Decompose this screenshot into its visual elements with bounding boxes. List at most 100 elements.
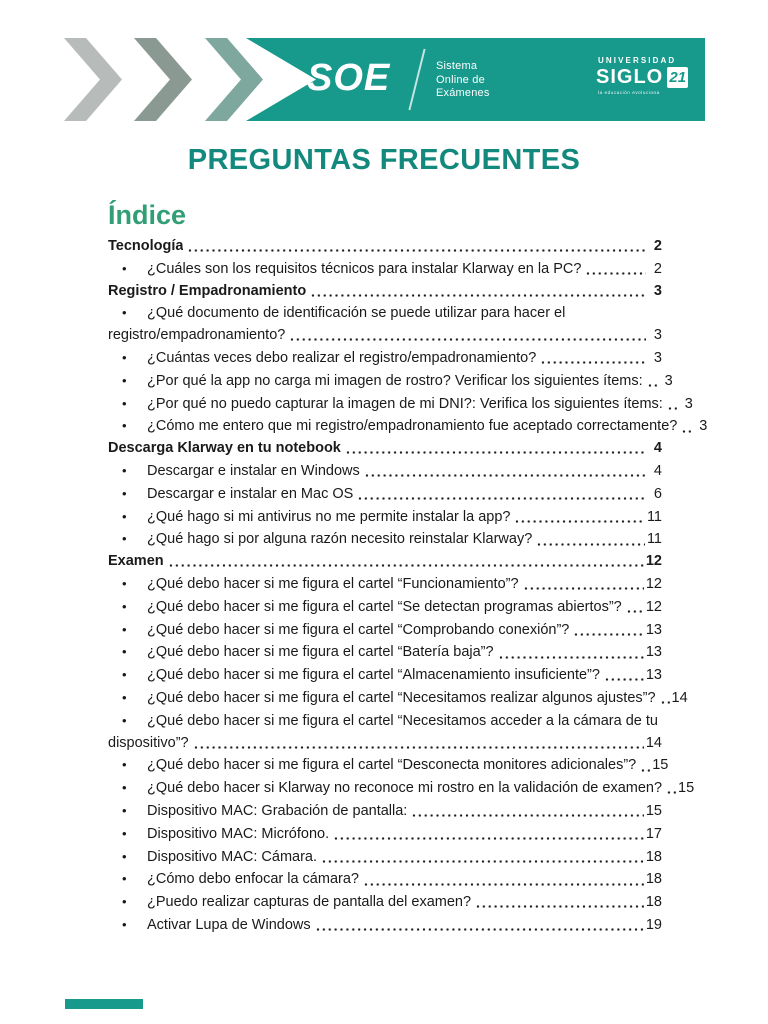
dot-leader	[659, 700, 670, 706]
toc-entry[interactable]: • Dispositivo MAC: Cámara. 18	[108, 846, 662, 869]
dot-leader	[411, 813, 644, 819]
subtitle-line: Sistema	[436, 60, 478, 72]
toc-entry-text: Descargar e instalar en Windows	[147, 462, 360, 479]
toc-entry[interactable]: • ¿Qué debo hacer si me figura el cartel…	[108, 619, 662, 642]
header-banner: SOE Sistema Online de Exámenes UNIVERSID…	[64, 38, 705, 121]
dot-leader	[573, 631, 644, 637]
dot-leader	[289, 337, 646, 343]
bullet-icon: •	[122, 894, 127, 910]
toc-entry[interactable]: • Activar Lupa de Windows 19	[108, 914, 662, 937]
toc-entry[interactable]: • Tecnología 2	[108, 236, 662, 258]
toc-page-number: 3	[653, 282, 662, 299]
toc-entry-text: ¿Cómo me entero que mi registro/empadron…	[147, 418, 678, 435]
toc-entry[interactable]: • ¿Qué debo hacer si me figura el cartel…	[108, 687, 688, 710]
bullet-icon: •	[122, 508, 127, 524]
toc-entry-text: ¿Por qué no puedo capturar la imagen de …	[147, 395, 663, 412]
toc-entry[interactable]: • ¿Cómo debo enfocar la cámara? 18	[108, 868, 662, 891]
dot-leader	[640, 767, 651, 773]
toc-entry-text: ¿Qué debo hacer si me figura el cartel “…	[147, 621, 570, 638]
toc-entry-text: ¿Qué hago si por alguna razón necesito r…	[147, 531, 533, 548]
bullet-icon: •	[122, 871, 127, 887]
toc-entry[interactable]: • Descargar e instalar en Mac OS 6	[108, 483, 662, 506]
toc-entry[interactable]: • ¿Qué debo hacer si me figura el cartel…	[108, 710, 662, 755]
toc-page-number: 18	[645, 894, 662, 911]
toc-entry-text: ¿Por qué la app no carga mi imagen de ro…	[147, 372, 643, 389]
toc-page-number: 3	[653, 349, 662, 366]
toc-page-number: 3	[664, 372, 673, 389]
dot-leader	[475, 904, 644, 910]
bullet-icon: •	[122, 802, 127, 818]
toc-entry[interactable]: • Descarga Klarway en tu notebook 4	[108, 438, 662, 460]
dot-leader	[344, 450, 646, 456]
toc-page-number: 19	[645, 916, 662, 933]
toc-entry[interactable]: • Registro / Empadronamiento 3	[108, 281, 662, 303]
toc-page-number: 3	[699, 418, 708, 435]
bullet-icon: •	[122, 575, 127, 591]
dot-leader	[314, 927, 644, 933]
universidad-siglo21-logo: UNIVERSIDAD SIGLO 21 la educación evoluc…	[596, 56, 700, 95]
toc-entry[interactable]: • Descargar e instalar en Windows 4	[108, 460, 662, 483]
toc-page-number: 18	[645, 871, 662, 888]
toc-page-number: 4	[653, 440, 662, 457]
toc-entry[interactable]: • ¿Cómo me entero que mi registro/empadr…	[108, 415, 707, 438]
toc-entry[interactable]: • Dispositivo MAC: Grabación de pantalla…	[108, 800, 662, 823]
toc-entry[interactable]: • ¿Por qué no puedo capturar la imagen d…	[108, 393, 693, 416]
toc-entry-text: Tecnología	[108, 238, 184, 254]
toc-entry[interactable]: • ¿Cuántas veces debo realizar el regist…	[108, 347, 662, 370]
toc-entry[interactable]: • ¿Qué documento de identificación se pu…	[108, 302, 662, 347]
dot-leader	[646, 383, 657, 389]
toc-entry-text: ¿Qué debo hacer si Klarway no reconoce m…	[147, 780, 663, 797]
toc-entry[interactable]: • ¿Por qué la app no carga mi imagen de …	[108, 370, 673, 393]
toc-entry-text: Examen	[108, 553, 164, 570]
chevron-icon	[64, 38, 122, 121]
toc-entry-text: ¿Qué debo hacer si me figura el cartel “…	[147, 689, 656, 706]
toc-entry-text: dispositivo”?	[108, 734, 189, 751]
toc-entry[interactable]: • ¿Cuáles son los requisitos técnicos pa…	[108, 258, 662, 281]
toc-entry[interactable]: • ¿Qué debo hacer si me figura el cartel…	[108, 573, 662, 596]
toc-entry[interactable]: • ¿Qué debo hacer si me figura el cartel…	[108, 754, 668, 777]
toc-entry[interactable]: • ¿Qué hago si mi antivirus no me permit…	[108, 506, 662, 529]
toc-entry-text: ¿Qué debo hacer si me figura el cartel “…	[147, 598, 622, 615]
toc-entry[interactable]: • ¿Qué debo hacer si me figura el cartel…	[108, 641, 662, 664]
toc-entry[interactable]: • Dispositivo MAC: Micrófono. 17	[108, 823, 662, 846]
chevron-icon	[134, 38, 192, 121]
dot-leader	[625, 609, 644, 615]
dot-leader	[681, 428, 692, 434]
toc-page-number: 13	[645, 667, 662, 684]
toc-entry[interactable]: • ¿Qué debo hacer si Klarway no reconoce…	[108, 777, 694, 800]
dot-leader	[167, 563, 644, 569]
bullet-icon: •	[122, 305, 127, 321]
toc-entry[interactable]: • ¿Qué hago si por alguna razón necesito…	[108, 528, 662, 551]
bullet-icon: •	[122, 349, 127, 365]
dot-leader	[522, 586, 644, 592]
toc-page-number: 14	[645, 734, 662, 751]
bullet-icon: •	[122, 418, 127, 434]
toc-entry-text: ¿Cuántas veces debo realizar el registro…	[147, 349, 537, 366]
dot-leader	[357, 496, 646, 502]
bullet-icon: •	[122, 485, 127, 501]
toc-page-number: 4	[653, 462, 662, 479]
dot-leader	[363, 473, 646, 479]
toc-entry-text: Dispositivo MAC: Micrófono.	[147, 825, 330, 842]
bullet-icon: •	[122, 372, 127, 388]
bullet-icon: •	[122, 825, 127, 841]
toc-entry-text: Dispositivo MAC: Cámara.	[147, 848, 318, 865]
toc-entry[interactable]: • ¿Puedo realizar capturas de pantalla d…	[108, 891, 662, 914]
toc-page-number: 12	[645, 575, 662, 592]
toc-entry-text: ¿Qué debo hacer si me figura el cartel “…	[147, 712, 658, 729]
toc-page-number: 6	[653, 485, 662, 502]
toc-entry-text: ¿Cómo debo enfocar la cámara?	[147, 871, 359, 888]
bullet-icon: •	[122, 531, 127, 547]
dot-leader	[585, 271, 646, 277]
toc-entry-text: ¿Puedo realizar capturas de pantalla del…	[147, 894, 472, 911]
bullet-icon: •	[122, 689, 127, 705]
bullet-icon: •	[122, 644, 127, 660]
toc-entry[interactable]: • ¿Qué debo hacer si me figura el cartel…	[108, 596, 662, 619]
toc-entry-text: ¿Qué debo hacer si me figura el cartel “…	[147, 644, 494, 661]
toc-entry-text: ¿Qué documento de identificación se pued…	[147, 305, 566, 322]
toc-entry[interactable]: • ¿Qué debo hacer si me figura el cartel…	[108, 664, 662, 687]
toc-entry-text: registro/empadronamiento?	[108, 327, 286, 344]
dot-leader	[666, 790, 677, 796]
bullet-icon: •	[122, 667, 127, 683]
toc-entry[interactable]: • Examen 12	[108, 551, 662, 573]
